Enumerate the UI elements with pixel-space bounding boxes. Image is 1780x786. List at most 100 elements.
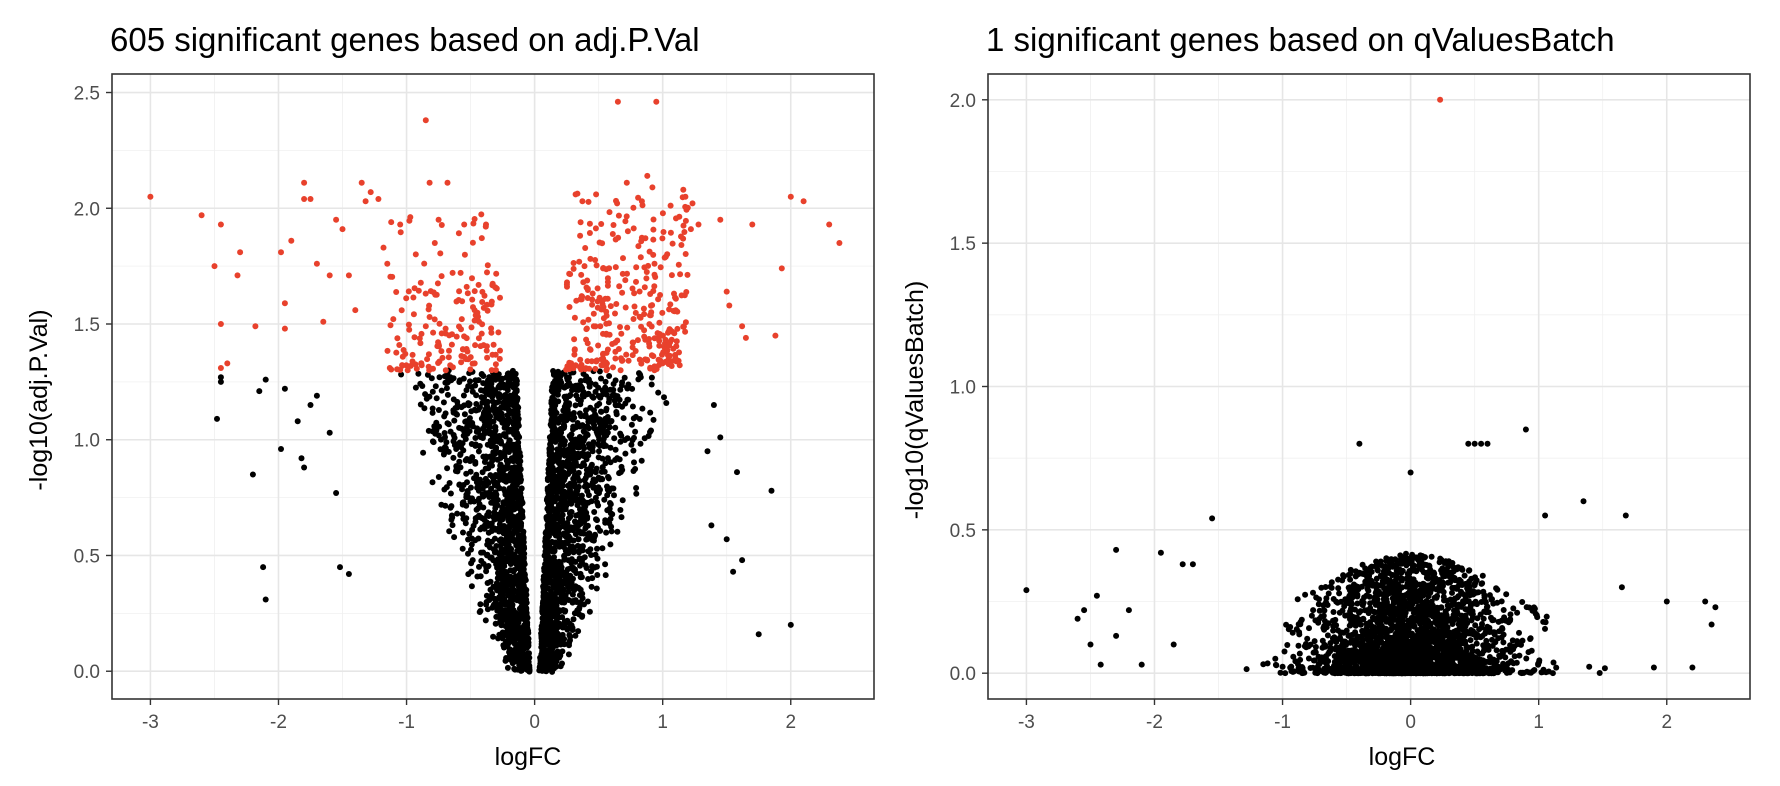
point-significant	[638, 323, 645, 330]
x-tick-label: -3	[142, 712, 159, 733]
point-significant	[668, 272, 675, 279]
point-not-significant	[487, 391, 494, 398]
point-not-significant	[1543, 613, 1550, 620]
point-not-significant	[497, 596, 504, 603]
point-significant	[648, 309, 655, 316]
point-not-significant	[787, 621, 794, 628]
point-not-significant	[650, 416, 657, 423]
point-not-significant	[517, 477, 524, 484]
point-significant	[421, 260, 428, 267]
point-not-significant	[569, 498, 576, 505]
point-not-significant	[494, 456, 501, 463]
point-not-significant	[563, 400, 570, 407]
point-not-significant	[459, 486, 465, 493]
point-significant	[469, 239, 476, 246]
point-not-significant	[502, 383, 509, 389]
point-not-significant	[1294, 596, 1301, 603]
point-significant	[387, 322, 394, 329]
point-not-significant	[573, 610, 580, 617]
point-not-significant	[445, 421, 452, 428]
point-significant	[448, 341, 455, 348]
point-significant	[678, 233, 684, 240]
point-not-significant	[447, 490, 454, 497]
point-significant	[778, 265, 785, 272]
point-significant	[651, 335, 658, 342]
point-significant	[484, 269, 490, 276]
point-significant	[488, 325, 495, 332]
point-not-significant	[463, 387, 470, 394]
point-not-significant	[1586, 663, 1593, 670]
point-not-significant	[514, 563, 521, 570]
point-significant	[615, 346, 622, 352]
point-significant	[592, 257, 599, 263]
point-not-significant	[617, 469, 624, 476]
point-significant	[396, 342, 403, 348]
point-not-significant	[513, 387, 520, 393]
point-not-significant	[475, 428, 482, 435]
point-significant	[426, 367, 433, 374]
point-not-significant	[574, 490, 580, 497]
point-not-significant	[572, 402, 579, 409]
point-not-significant	[520, 566, 527, 573]
point-not-significant	[563, 407, 570, 414]
point-not-significant	[460, 499, 467, 506]
point-significant	[612, 339, 619, 346]
point-significant	[571, 314, 578, 321]
point-significant	[406, 326, 413, 333]
point-not-significant	[564, 382, 571, 389]
point-not-significant	[476, 480, 483, 487]
point-significant	[313, 260, 320, 267]
point-not-significant	[503, 457, 510, 464]
point-significant	[422, 290, 429, 297]
point-significant	[643, 275, 650, 282]
point-not-significant	[475, 497, 482, 504]
point-significant	[483, 347, 490, 354]
point-significant	[642, 336, 649, 343]
point-not-significant	[422, 391, 429, 398]
point-not-significant	[576, 592, 583, 599]
point-not-significant	[572, 632, 579, 639]
point-not-significant	[501, 549, 508, 556]
point-not-significant	[554, 508, 561, 515]
point-not-significant	[1493, 647, 1500, 654]
point-not-significant	[492, 376, 499, 383]
point-significant	[589, 290, 596, 297]
point-significant	[636, 288, 643, 295]
point-significant	[398, 307, 405, 314]
point-not-significant	[1528, 647, 1535, 654]
point-not-significant	[545, 487, 552, 494]
point-not-significant	[467, 378, 473, 385]
point-not-significant	[495, 398, 502, 405]
point-significant	[606, 209, 613, 216]
point-not-significant	[294, 418, 301, 425]
point-not-significant	[451, 417, 458, 424]
point-not-significant	[603, 442, 609, 449]
point-not-significant	[497, 384, 504, 391]
point-significant	[673, 215, 679, 222]
point-not-significant	[558, 472, 565, 479]
point-not-significant	[429, 405, 436, 412]
point-not-significant	[603, 391, 610, 398]
point-significant	[456, 288, 463, 295]
point-not-significant	[460, 392, 467, 399]
point-not-significant	[450, 396, 457, 403]
point-significant	[651, 283, 658, 290]
point-significant	[593, 262, 600, 269]
point-not-significant	[516, 584, 523, 591]
point-not-significant	[506, 449, 512, 455]
point-not-significant	[1311, 638, 1318, 645]
panel-title: 605 significant genes based on adj.P.Val	[110, 21, 700, 58]
point-not-significant	[482, 465, 489, 472]
point-not-significant	[513, 644, 520, 651]
point-significant	[584, 295, 591, 301]
point-significant	[604, 295, 611, 302]
point-not-significant	[576, 555, 583, 562]
point-not-significant	[562, 524, 569, 531]
point-significant	[571, 336, 578, 343]
point-not-significant	[493, 444, 500, 451]
point-not-significant	[468, 541, 475, 548]
point-not-significant	[717, 434, 724, 441]
point-significant	[418, 360, 425, 367]
point-significant	[635, 243, 642, 250]
point-significant	[422, 323, 429, 330]
